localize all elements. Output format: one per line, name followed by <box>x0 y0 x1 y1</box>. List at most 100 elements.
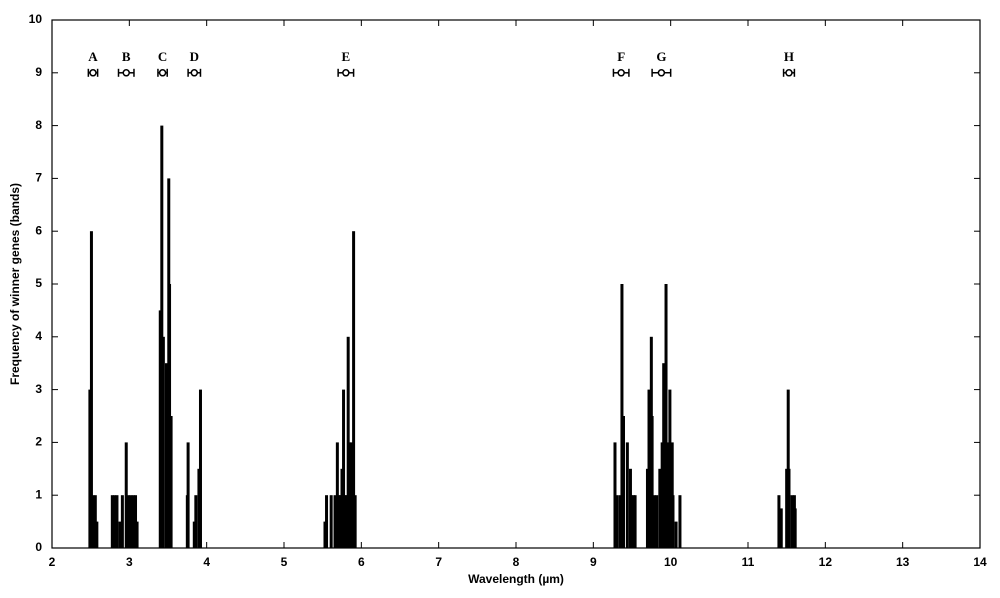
bar <box>91 495 95 548</box>
bar <box>192 521 196 548</box>
range-label: D <box>190 49 199 64</box>
range-label: B <box>122 49 131 64</box>
bar <box>158 310 162 548</box>
bar <box>352 231 356 548</box>
bar <box>186 442 190 548</box>
bar <box>343 495 347 548</box>
bar <box>329 495 333 548</box>
bar <box>120 495 124 548</box>
x-tick-label: 6 <box>358 555 365 569</box>
bar <box>88 389 92 548</box>
bar <box>618 495 622 548</box>
range-marker <box>612 68 630 77</box>
bar <box>333 495 337 548</box>
bar <box>793 508 797 548</box>
range-part <box>122 69 130 77</box>
bar <box>118 521 122 548</box>
bar <box>655 495 659 548</box>
y-tick-label: 1 <box>35 487 42 501</box>
y-tick-label: 8 <box>35 118 42 132</box>
y-tick-label: 7 <box>35 171 42 185</box>
bar <box>89 231 93 548</box>
bar <box>323 521 327 548</box>
bar <box>629 495 633 548</box>
bar <box>127 495 131 548</box>
bar <box>168 284 172 548</box>
x-tick-label: 5 <box>281 555 288 569</box>
range-marker <box>337 68 355 77</box>
range-part <box>657 69 666 77</box>
y-tick-label: 6 <box>35 223 42 237</box>
x-tick-label: 7 <box>435 555 442 569</box>
bar <box>134 495 138 548</box>
range-marker <box>157 68 168 77</box>
x-tick-label: 10 <box>664 555 678 569</box>
range-marker <box>782 68 796 77</box>
bar <box>349 442 353 548</box>
y-axis-label: Frequency of winner genes (bands) <box>8 183 22 385</box>
bar <box>647 389 651 548</box>
bar <box>668 389 672 548</box>
bar <box>198 389 202 548</box>
bar <box>337 495 341 548</box>
range-part <box>190 69 199 77</box>
x-tick-label: 13 <box>896 555 910 569</box>
bar <box>345 495 349 548</box>
bar <box>335 442 339 548</box>
y-tick-label: 3 <box>35 382 42 396</box>
x-tick-label: 9 <box>590 555 597 569</box>
bar <box>671 495 675 548</box>
bar <box>645 468 649 548</box>
bar <box>678 495 682 548</box>
range-label: C <box>158 49 167 64</box>
bar <box>633 495 637 548</box>
bar <box>110 495 114 548</box>
plot-frame <box>51 19 981 549</box>
bar <box>621 416 625 548</box>
bar <box>632 495 636 548</box>
range-part <box>617 69 625 77</box>
x-tick-label: 14 <box>973 555 987 569</box>
bar <box>664 284 668 548</box>
bar <box>790 495 794 548</box>
bar <box>135 521 139 548</box>
y-tick-label: 2 <box>35 435 42 449</box>
bar <box>164 363 168 548</box>
range-part <box>785 69 793 77</box>
bar <box>346 336 350 548</box>
range-label: H <box>784 49 794 64</box>
bar <box>93 495 97 548</box>
bar <box>785 468 789 548</box>
bar <box>779 508 783 548</box>
bar <box>129 495 133 548</box>
bar <box>338 495 342 548</box>
x-axis-label: Wavelength (µm) <box>468 572 564 586</box>
bar <box>666 442 670 548</box>
range-marker <box>87 68 99 77</box>
range-marker <box>651 68 672 77</box>
x-tick-label: 8 <box>513 555 520 569</box>
range-part <box>342 69 350 77</box>
bar <box>660 442 664 548</box>
y-tick-label: 4 <box>35 329 42 343</box>
bar <box>353 495 357 548</box>
bar <box>348 442 352 548</box>
range-label: A <box>88 49 98 64</box>
range-label: F <box>617 49 625 64</box>
y-tick-label: 10 <box>29 12 43 26</box>
bar <box>662 363 666 548</box>
bar <box>197 468 201 548</box>
bar <box>342 389 346 548</box>
bar <box>169 416 173 548</box>
bar <box>674 521 678 548</box>
bar <box>615 495 619 548</box>
y-tick-label: 5 <box>35 276 42 290</box>
bar <box>787 468 791 548</box>
range-part <box>89 69 97 77</box>
bar <box>95 521 99 548</box>
x-tick-label: 12 <box>819 555 833 569</box>
bar <box>625 442 629 548</box>
x-tick-label: 4 <box>203 555 210 569</box>
bar <box>325 495 329 548</box>
